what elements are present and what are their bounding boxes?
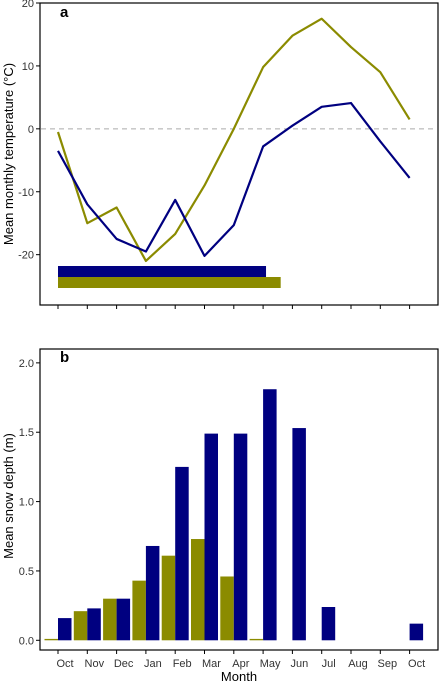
snow-depth-bar [175,466,189,641]
panel-a-label: a [60,4,69,21]
panel-b-y-tick-label: 1.0 [19,497,34,509]
panel-a-series [56,17,411,263]
panel-b-x-tick-label: Feb [173,658,192,670]
snow-depth-bar [161,555,176,641]
panel-b-x-axis-title: Month [221,669,257,684]
panel-b-plot-frame [39,348,439,651]
snow-depth-bar [103,598,117,641]
snow-depth-bar [191,539,205,641]
panel-a-y-tick-label: 20 [22,0,34,10]
snow-depth-bar [409,623,424,641]
panel-b-x-ticks: Oct Nov Dec Jan Feb Mar Apr May Jun Jul Aug Sep Oct [56,650,425,670]
temperature-series-line [57,101,411,258]
panel-a-x-ticks [57,305,411,309]
snow-depth-bar [145,545,160,641]
panel-b-snow-chart: 0.0 0.5 1.0 1.5 2.0 Oct Nov Dec Jan Feb Mar Apr May… [1,348,439,684]
snow-depth-bar [233,433,248,641]
panel-b-x-tick-label: Jul [322,658,336,670]
panel-b-x-tick-label: Oct [408,658,425,670]
snow-season-bar [58,266,267,277]
panel-b-y-tick-label: 0.0 [19,635,34,647]
panel-b-x-tick-label: Oct [56,658,73,670]
snow-season-bar [58,277,281,288]
snow-depth-bar [321,607,336,641]
temperature-series-line [56,17,411,263]
panel-a-y-tick-label: 0 [28,124,34,136]
snow-depth-bar [249,638,264,641]
panel-b-x-tick-label: Sep [378,658,398,670]
snow-depth-bar [73,611,88,641]
panel-b-label: b [60,349,69,366]
panel-a-y-ticks: 20 10 0 -10 -20 [18,0,40,262]
panel-b-y-tick-label: 0.5 [19,566,34,578]
snow-depth-bar [204,433,218,641]
panel-a-y-tick-label: -10 [18,187,34,199]
panel-a-y-tick-label: 10 [22,61,34,73]
panel-b-x-tick-label: Aug [348,658,368,670]
panel-b-x-tick-label: Mar [202,658,221,670]
panel-b-y-tick-label: 2.0 [19,358,34,370]
panel-b-x-tick-label: Nov [85,658,105,670]
panel-b-y-tick-label: 1.5 [19,427,34,439]
snow-depth-bar [44,638,58,641]
panel-b-x-tick-label: May [260,658,281,670]
snow-depth-bar [132,580,146,641]
panel-b-x-tick-label: Dec [114,658,134,670]
snow-depth-bar [292,428,306,641]
panel-a-plot-frame [39,2,439,306]
snow-depth-bar [58,618,72,641]
panel-b-y-axis-title: Mean snow depth (m) [1,433,16,559]
snow-depth-bar [220,576,234,641]
panel-b-x-tick-label: Jun [291,658,309,670]
panel-b-x-tick-label: Apr [232,658,249,670]
panel-a-temperature-chart: 20 10 0 -10 -20 a Mean monthly temperature (… [1,0,439,309]
snow-depth-bar [87,608,101,641]
snow-depth-bar [116,598,131,641]
panel-a-y-axis-title: Mean monthly temperature (°C) [1,63,16,245]
panel-b-y-ticks: 0.0 0.5 1.0 1.5 2.0 [19,358,40,647]
panel-b-bars [44,389,424,641]
panel-a-season-bars [58,266,281,288]
panel-b-x-tick-label: Jan [144,658,162,670]
panel-a-y-tick-label: -20 [18,250,34,262]
snow-depth-bar [263,389,277,641]
